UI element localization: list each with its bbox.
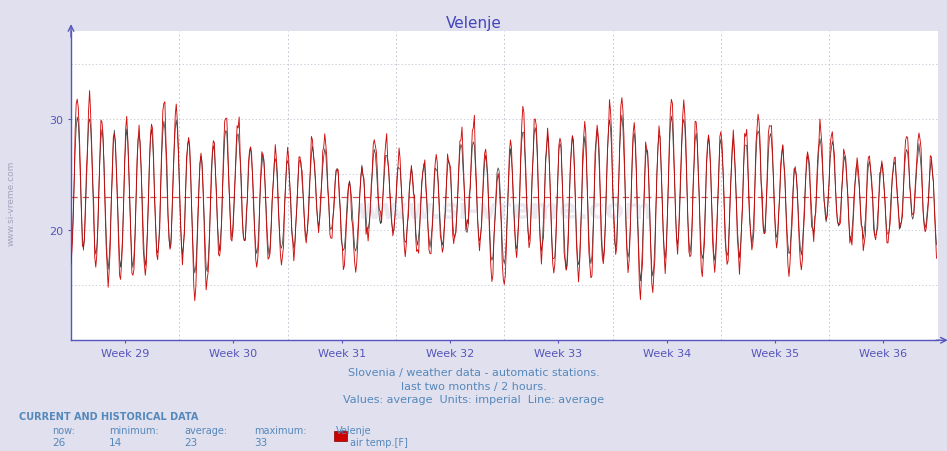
Text: Velenje: Velenje xyxy=(445,16,502,31)
Text: 26: 26 xyxy=(52,437,65,447)
Text: now:: now: xyxy=(52,425,75,435)
Text: Values: average  Units: imperial  Line: average: Values: average Units: imperial Line: av… xyxy=(343,395,604,405)
Text: CURRENT AND HISTORICAL DATA: CURRENT AND HISTORICAL DATA xyxy=(19,411,198,421)
Text: last two months / 2 hours.: last two months / 2 hours. xyxy=(401,381,546,391)
Text: minimum:: minimum: xyxy=(109,425,159,435)
Text: 33: 33 xyxy=(254,437,267,447)
Text: Slovenia / weather data - automatic stations.: Slovenia / weather data - automatic stat… xyxy=(348,368,599,377)
Text: air temp.[F]: air temp.[F] xyxy=(350,437,408,447)
Text: average:: average: xyxy=(185,425,228,435)
Text: Velenje: Velenje xyxy=(336,425,372,435)
Text: 14: 14 xyxy=(109,437,122,447)
Text: www.si-vreme.com: www.si-vreme.com xyxy=(7,161,16,245)
Text: 23: 23 xyxy=(185,437,198,447)
Text: maximum:: maximum: xyxy=(254,425,306,435)
Text: www.si-vreme.com: www.si-vreme.com xyxy=(356,197,652,225)
